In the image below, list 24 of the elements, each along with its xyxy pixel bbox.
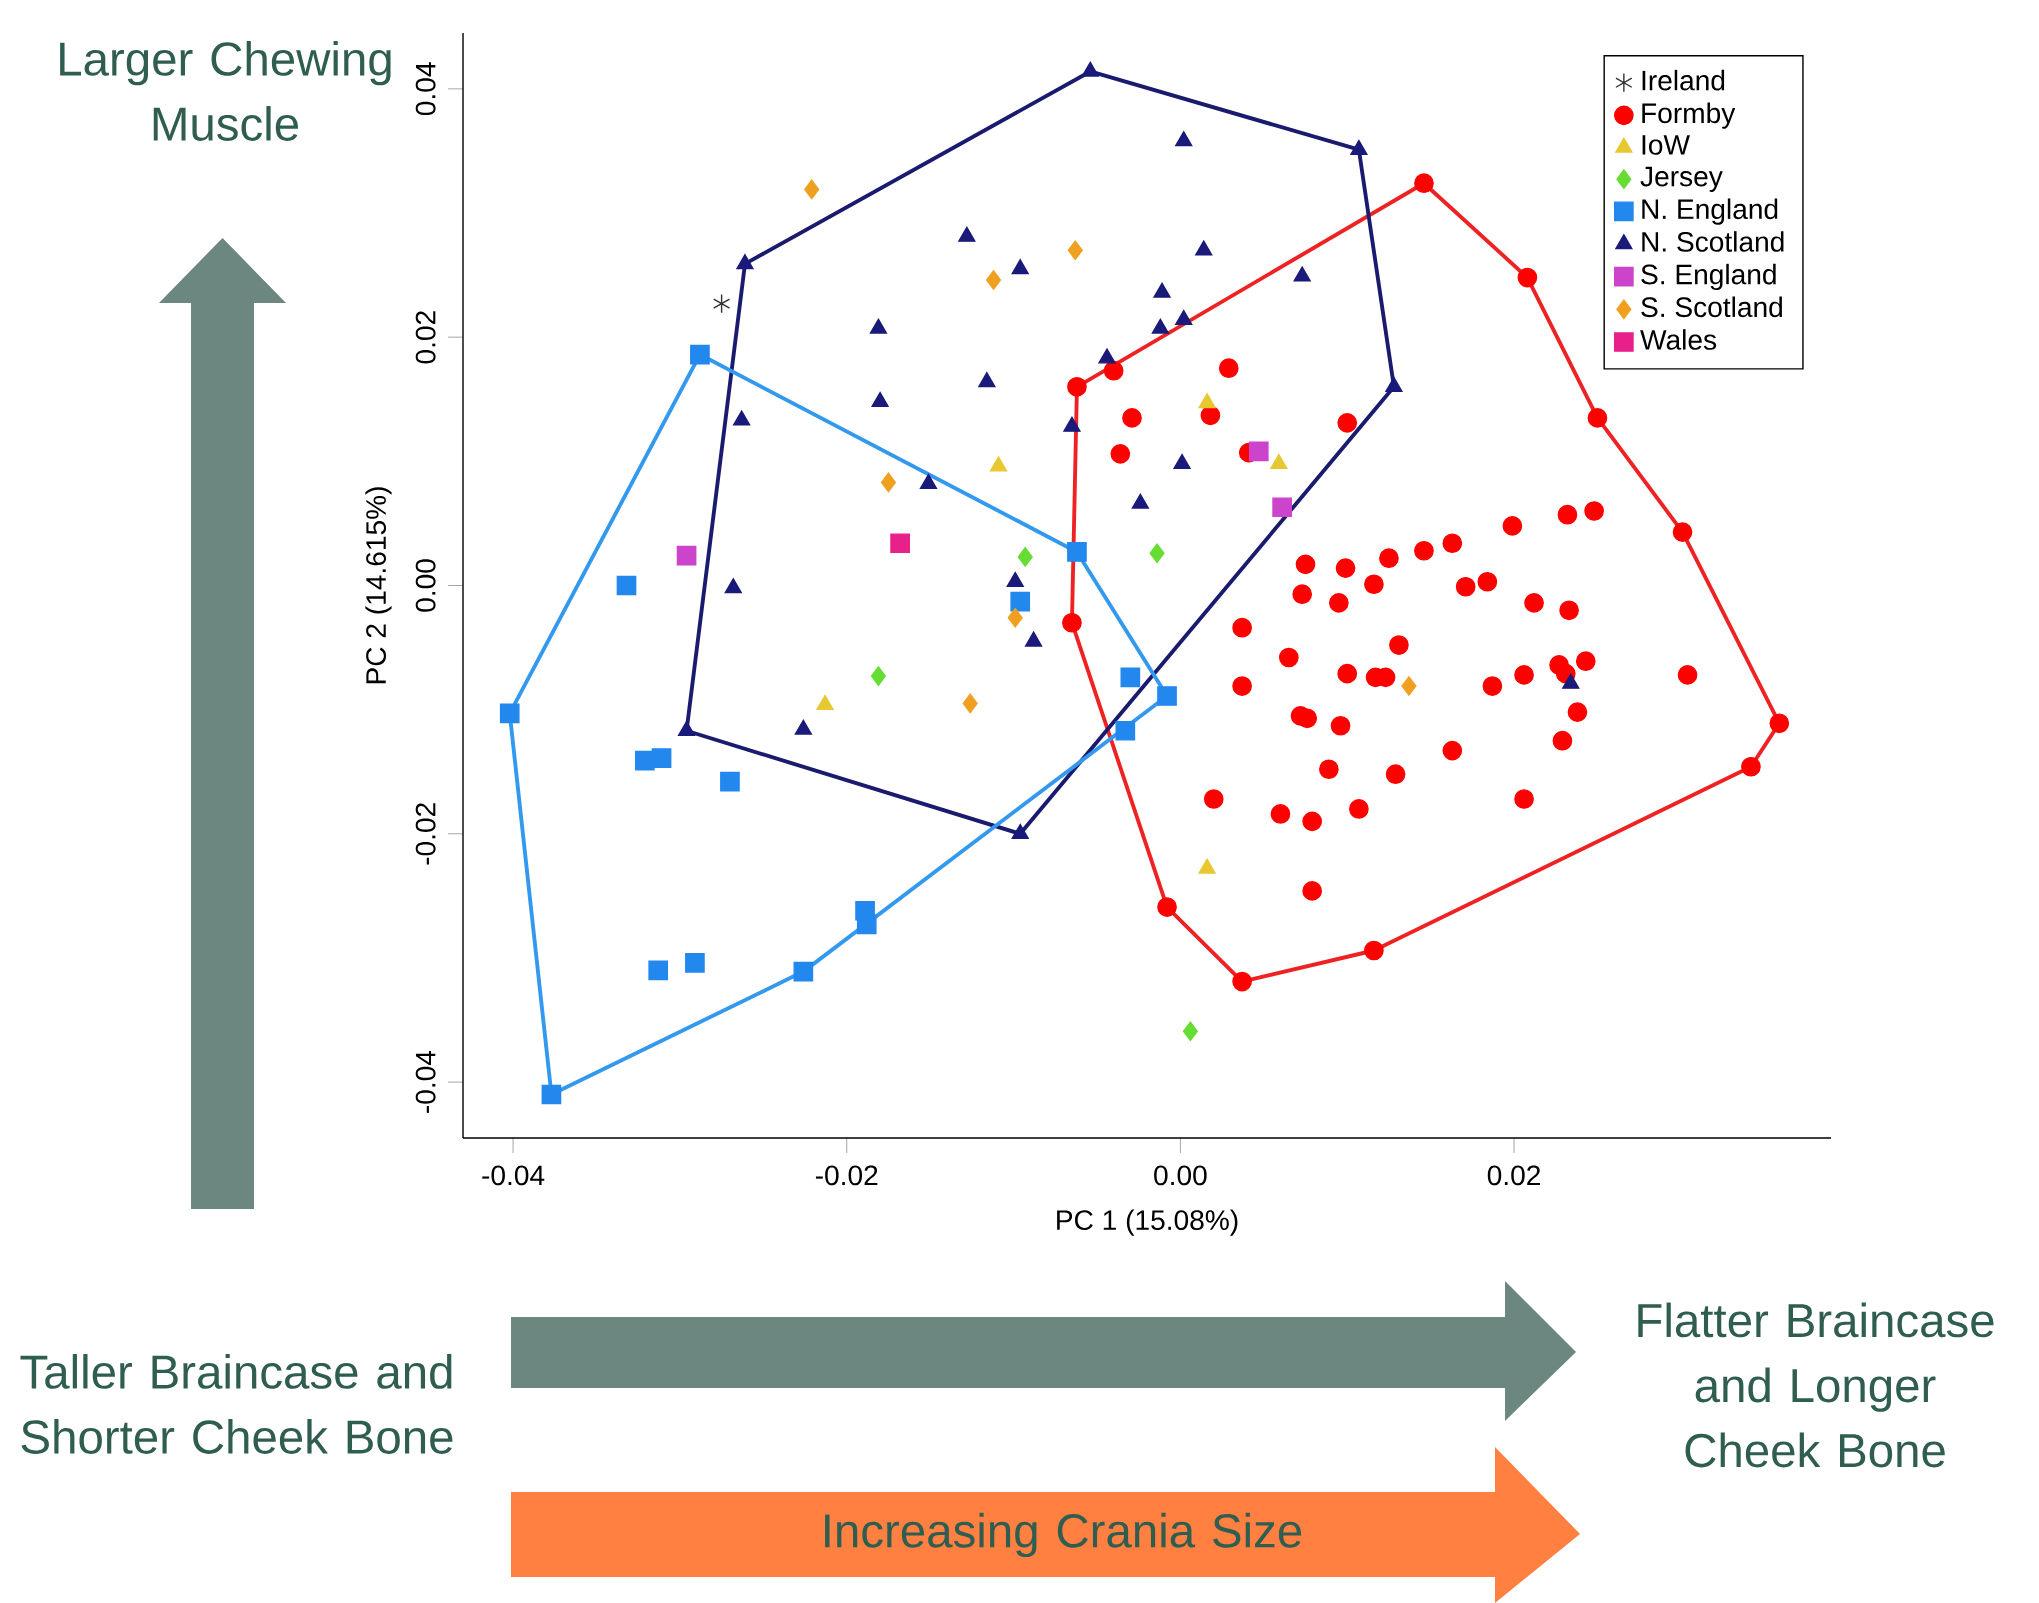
text: Increasing Crania Size [825,1512,1302,1558]
text: Larger Chewing Muscle [60,41,391,141]
legend-label: Formby [1642,102,1736,129]
legend-label: S. Scotland [1641,296,1782,318]
x-tick-label: -0.02 [815,1165,878,1186]
legend-label: S. England [1641,263,1776,291]
legend-label: IoW [1642,135,1690,155]
x-tick-label: 0.02 [1487,1165,1540,1186]
legend-label: Wales [1640,329,1717,350]
legend-label: N. Scotland [1642,231,1784,252]
y-tick-label: -0.02 [415,803,436,865]
x-axis-title: PC 1 (15.08%) [1057,1209,1238,1236]
legend-label: Jersey [1640,166,1723,193]
y-tick-label: 0.02 [415,311,436,364]
legend-label: Ireland [1642,69,1725,91]
y-tick-label: -0.04 [415,1050,436,1113]
y-axis-title: PC 2 (14.615%) [365,487,392,684]
x-tick-label: 0.00 [1154,1165,1207,1186]
y-tick-label: 0.00 [415,559,436,612]
y-tick-label: 0.04 [415,62,436,116]
legend-label: N. England [1642,198,1778,225]
text: Taller Braincase and Shorter Cheek Bone [20,1354,453,1454]
x-tick-label: -0.04 [482,1165,545,1186]
text: Flatter Braincase and Longer Cheek Bone [1638,1302,1994,1468]
